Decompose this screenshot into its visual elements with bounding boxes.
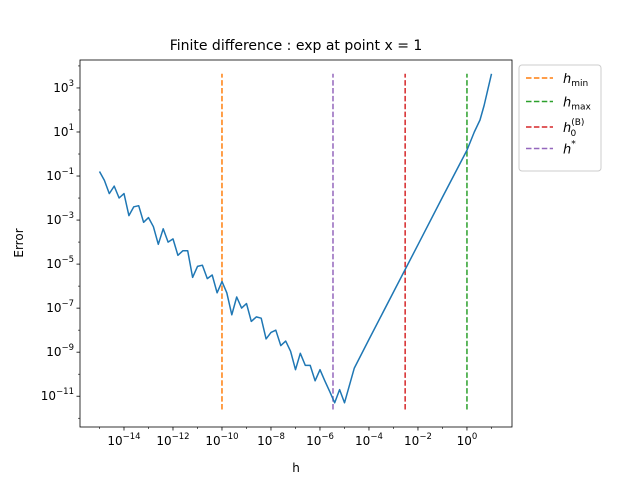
legend-frame <box>518 64 602 172</box>
y-tick-label: 10−7 <box>46 299 74 315</box>
x-tick-label: 10−12 <box>156 432 189 448</box>
y-tick-label: 101 <box>53 123 74 139</box>
y-tick-label: 103 <box>53 79 74 95</box>
x-tick-label: 10−6 <box>306 432 334 448</box>
x-axis-ticks: 10−14 10−12 10−10 10−8 10−6 10−4 10−2 100 <box>99 427 492 448</box>
y-tick-label: 10−5 <box>46 255 74 271</box>
legend-label-1: hmax <box>563 96 592 113</box>
y-tick-label: 10−11 <box>41 387 74 403</box>
legend-label-3: h* <box>563 140 576 158</box>
y-tick-label: 10−1 <box>46 167 74 183</box>
x-tick-label: 10−2 <box>404 432 432 448</box>
legend: hmin hmax h(B) 0h* <box>518 64 602 172</box>
x-tick-label: 100 <box>457 432 478 448</box>
x-tick-label: 10−10 <box>205 432 238 448</box>
chart-title: Finite difference : exp at point x = 1 <box>170 38 423 54</box>
legend-label-0: hmin <box>563 72 588 89</box>
x-tick-label: 10−8 <box>257 432 285 448</box>
x-tick-label: 10−14 <box>107 432 140 448</box>
x-axis-label: h <box>292 461 300 475</box>
plot-area <box>98 73 493 410</box>
y-axis-ticks: 10−11 10−9 10−7 10−5 10−3 10−1 101 103 <box>41 65 80 419</box>
y-tick-label: 10−3 <box>46 211 74 227</box>
series-line-0 <box>98 73 493 404</box>
legend-label-2: h(B) 0 <box>563 118 584 139</box>
x-tick-label: 10−4 <box>355 432 383 448</box>
y-tick-label: 10−9 <box>46 343 74 359</box>
y-axis-label: Error <box>12 228 26 257</box>
axes-frame <box>79 59 513 428</box>
